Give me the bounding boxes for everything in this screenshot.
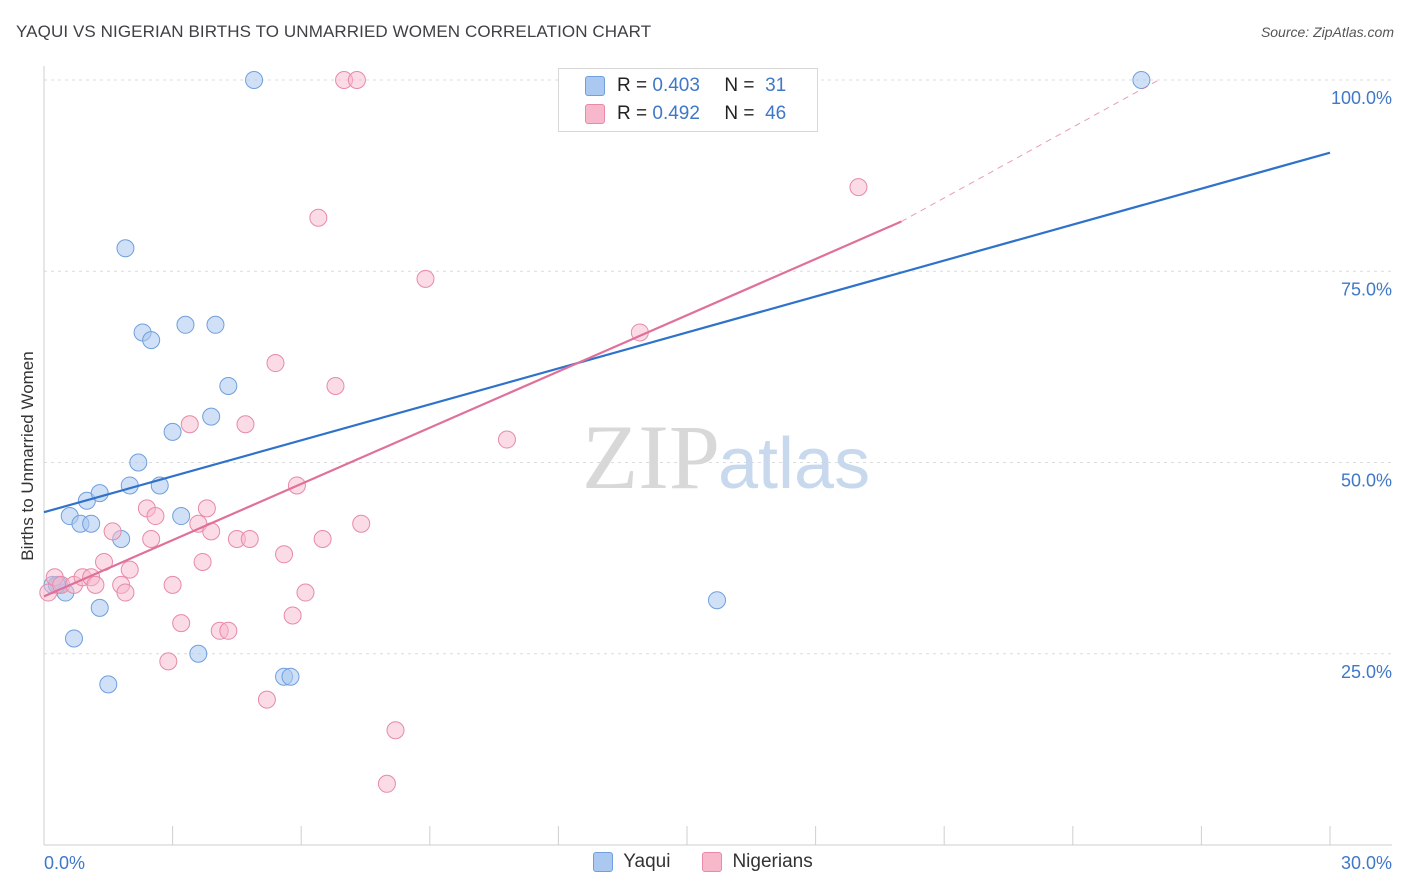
- watermark-atlas: atlas: [718, 424, 870, 504]
- yaqui-swatch: [585, 76, 605, 96]
- yaqui-point: [82, 514, 101, 533]
- legend-row-nigerians: R = 0.492 N = 46: [585, 101, 786, 127]
- legend-n-value: 46: [765, 103, 787, 124]
- y-tick-label: 25.0%: [1341, 662, 1392, 682]
- nigerian-point: [146, 507, 165, 526]
- yaqui-point: [708, 591, 727, 610]
- nigerian-point: [142, 530, 161, 548]
- nigerian-trend-line: [43, 220, 902, 598]
- watermark-zip: ZIP: [582, 406, 720, 508]
- nigerian-point: [296, 583, 315, 602]
- axes: [43, 66, 1392, 846]
- yaqui-legend-swatch: [593, 852, 614, 872]
- nigerian-point: [283, 606, 302, 625]
- x-tick-marks: [43, 826, 1331, 845]
- nigerian-point: [240, 530, 259, 548]
- nigerian-point: [197, 499, 216, 518]
- yaqui-point: [176, 315, 195, 334]
- nigerian-point: [326, 377, 345, 395]
- yaqui-point: [116, 239, 135, 258]
- nigerian-legend-swatch: [702, 852, 723, 872]
- stats-legend: R = 0.403 N = 31 R = 0.492 N = 46: [558, 68, 818, 132]
- legend-row-yaqui: R = 0.403 N = 31: [585, 73, 786, 99]
- nigerian-point: [257, 690, 276, 709]
- nigerian-point: [386, 721, 405, 740]
- yaqui-point: [1132, 71, 1151, 89]
- nigerian-point: [172, 614, 191, 633]
- nigerian-point: [416, 269, 435, 288]
- yaqui-point: [129, 453, 148, 472]
- y-tick-label: 100.0%: [1331, 88, 1392, 108]
- x-tick-label-max: 30.0%: [1341, 853, 1392, 873]
- gridlines: [44, 79, 1392, 655]
- yaqui-point: [206, 315, 225, 334]
- legend-item-yaqui: Yaqui: [593, 851, 670, 873]
- nigerian-point: [347, 71, 366, 89]
- yaqui-point: [245, 71, 264, 89]
- yaqui-point: [202, 407, 221, 426]
- y-axis-label: Births to Unmarried Women: [18, 351, 37, 560]
- nigerian-point: [163, 575, 182, 594]
- y-tick-label: 75.0%: [1341, 279, 1392, 299]
- nigerian-point: [266, 354, 285, 373]
- chart-title: YAQUI VS NIGERIAN BIRTHS TO UNMARRIED WO…: [16, 22, 652, 41]
- nigerian-point: [352, 514, 371, 533]
- nigerian-point: [180, 415, 199, 434]
- source-label: Source: ZipAtlas.com: [1260, 24, 1394, 40]
- legend-n-label: N =: [724, 75, 755, 96]
- nigerian-point: [86, 575, 105, 594]
- legend-n-value: 31: [765, 75, 787, 96]
- nigerian-point: [103, 522, 122, 541]
- legend-r-label: R =: [617, 103, 648, 124]
- yaqui-point: [172, 507, 191, 526]
- series-yaqui: [43, 71, 1151, 694]
- y-tick-labels: 25.0% 50.0% 75.0% 100.0%: [1331, 88, 1392, 682]
- legend-r-value: 0.403: [652, 75, 700, 96]
- nigerian-point: [219, 621, 238, 640]
- x-tick-label-min: 0.0%: [44, 853, 85, 873]
- series-legend: Yaqui Nigerians: [0, 851, 1406, 873]
- nigerian-point: [313, 530, 332, 548]
- yaqui-point: [90, 598, 109, 617]
- legend-n-label: N =: [724, 103, 755, 124]
- legend-item-nigerians: Nigerians: [702, 851, 813, 873]
- nigerian-point: [377, 774, 396, 793]
- nigerian-point: [497, 430, 516, 449]
- nigerian-swatch: [585, 104, 605, 124]
- nigerian-point: [116, 583, 135, 602]
- nigerian-point: [193, 552, 212, 571]
- nigerian-point: [120, 560, 139, 579]
- legend-label-yaqui: Yaqui: [623, 851, 671, 872]
- yaqui-point: [99, 675, 118, 694]
- legend-r-value: 0.492: [652, 103, 700, 124]
- y-tick-label: 50.0%: [1341, 471, 1392, 491]
- yaqui-point: [142, 331, 161, 350]
- trend-lines: [43, 79, 1331, 598]
- nigerian-point: [159, 652, 178, 671]
- yaqui-point: [189, 644, 208, 663]
- nigerian-point: [236, 415, 255, 434]
- yaqui-trend-line: [43, 151, 1331, 514]
- yaqui-point: [163, 422, 182, 441]
- yaqui-point: [65, 629, 84, 648]
- yaqui-point: [281, 667, 300, 686]
- nigerian-point: [849, 178, 868, 197]
- nigerian-trend-extension: [901, 79, 1159, 222]
- nigerian-point: [309, 208, 328, 227]
- legend-label-nigerians: Nigerians: [732, 851, 813, 872]
- legend-r-label: R =: [617, 75, 648, 96]
- yaqui-point: [219, 377, 238, 395]
- nigerian-point: [275, 545, 294, 564]
